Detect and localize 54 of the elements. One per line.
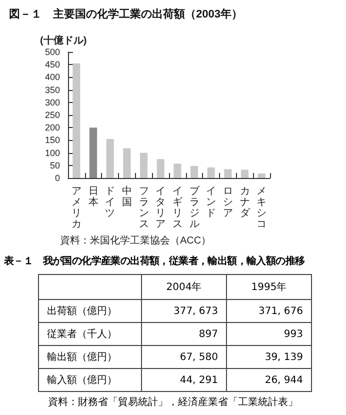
category-label: 1995年 — [226, 274, 312, 300]
bar — [174, 164, 182, 178]
y-tick-label: 200 — [44, 122, 60, 133]
x-tick-label: 日本 — [88, 186, 98, 208]
y-tick-label: 50 — [50, 160, 60, 170]
x-tick-label: ブラジル — [189, 185, 200, 230]
text: 39, 139 — [264, 352, 303, 362]
x-tick-label: メキシコ — [256, 186, 267, 230]
text: 表－１ 我が国の化学産業の出荷額，従業者，輸出額，輸入額の推移 — [4, 254, 306, 268]
text: 897 — [198, 328, 218, 340]
y-tick-label: 100 — [44, 148, 60, 158]
text: 26, 944 — [264, 374, 303, 386]
y-tick-label: 350 — [44, 84, 60, 95]
x-tick-label: 中国 — [122, 185, 132, 208]
bar — [224, 169, 232, 178]
text: 資料：米国化学工業協会（ACC） — [60, 234, 212, 246]
category-label: 従業者（千人） — [47, 329, 117, 340]
y-tick-label: 250 — [44, 110, 60, 120]
bar — [156, 159, 164, 178]
x-tick-label: イギリス — [172, 186, 182, 230]
bar — [140, 152, 148, 178]
x-tick-label: ロシア — [222, 186, 233, 219]
x-tick-label: カナダ — [240, 186, 251, 219]
bar — [240, 170, 249, 178]
text: 993 — [284, 328, 303, 340]
text: 44, 291 — [180, 374, 218, 386]
y-tick-label: 500 — [44, 47, 60, 57]
bar — [89, 128, 98, 178]
bar — [258, 173, 266, 178]
bar — [72, 63, 80, 178]
category-label: 出荷額（億円） — [47, 306, 117, 317]
category-label: 輸出額（億円） — [47, 352, 117, 363]
y-tick-label: 300 — [44, 97, 60, 108]
bar — [123, 148, 131, 178]
x-tick-label: インド — [206, 186, 216, 219]
text: 資料：財務省「貿易統計」，経済産業省「工業統計表」 — [47, 396, 299, 409]
text: 67, 580 — [180, 352, 218, 362]
bar — [190, 166, 198, 178]
chart-title: 図－１ 主要国の化学工業の出荷額（2003年） — [9, 8, 242, 20]
y-tick-label: 150 — [44, 135, 60, 146]
text: 377, 673 — [173, 306, 218, 316]
text: 371, 676 — [258, 306, 303, 316]
bar — [106, 138, 114, 178]
x-tick-label: フランス — [138, 186, 149, 230]
y-axis-title: (十億ドル) — [40, 34, 87, 46]
x-tick-label: イタリア — [156, 186, 166, 230]
x-tick-label: アメリカ — [71, 186, 82, 230]
x-tick-label: ドイツ — [105, 186, 116, 219]
y-tick-label: 450 — [44, 60, 60, 70]
bar — [207, 167, 215, 178]
y-tick-label: 0 — [54, 173, 60, 183]
category-label: 2004年 — [142, 274, 226, 300]
category-label: 輸入額（億円） — [47, 375, 117, 386]
y-tick-label: 400 — [44, 72, 60, 82]
